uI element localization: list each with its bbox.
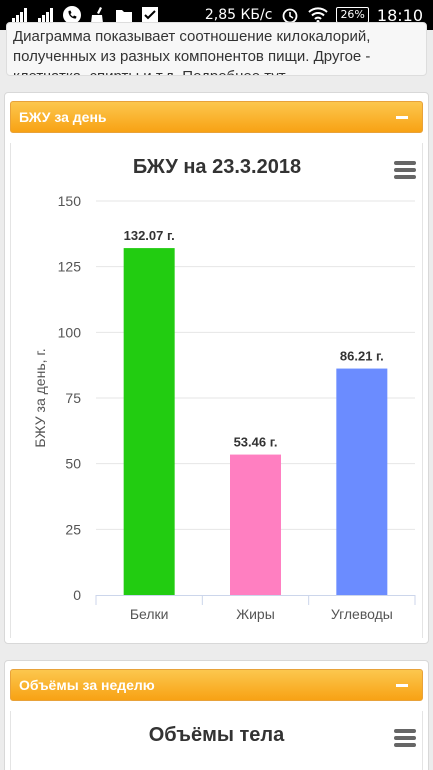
bju-panel-header[interactable]: БЖУ за день xyxy=(10,101,423,133)
checkbox-icon xyxy=(140,5,160,25)
y-tick-label: 25 xyxy=(65,521,81,537)
chart-menu-icon[interactable] xyxy=(394,729,416,747)
chart-menu-icon[interactable] xyxy=(394,161,416,179)
bju-chart: БЖУ на 23.3.2018 0 25 50 75 100 125 150 БЖУ за д… xyxy=(32,156,416,622)
x-tick-label: Углеводы xyxy=(331,606,393,622)
volumes-chart-container: Объёмы тела xyxy=(10,711,423,770)
x-tick-label: Жиры xyxy=(236,606,275,622)
volumes-panel-title: Объёмы за неделю xyxy=(19,677,155,693)
chart-title: БЖУ на 23.3.2018 xyxy=(133,156,301,178)
bar-2 xyxy=(230,454,281,595)
description-line[interactable]: клетчатка, спирты и т.д. Подробнее тут… xyxy=(13,67,420,75)
volumes-panel: Объёмы за неделю Объёмы тела xyxy=(4,660,429,770)
signal-icon xyxy=(10,5,30,25)
y-tick-label: 0 xyxy=(73,587,81,603)
bju-panel: БЖУ за день БЖУ на 23.3.2018 0 25 50 75 100 12… xyxy=(4,92,429,644)
x-tick-label: Белки xyxy=(130,606,169,622)
cleaner-icon xyxy=(88,5,108,25)
data-label: 132.07 г. xyxy=(124,228,175,243)
network-speed: 2,85 КБ/с xyxy=(204,7,273,23)
phone-icon xyxy=(62,5,82,25)
y-tick-label: 125 xyxy=(58,259,82,275)
description-card: Диаграмма показывает соотношение килокал… xyxy=(6,22,427,76)
signal-icon-2 xyxy=(36,5,56,25)
collapse-icon[interactable] xyxy=(396,684,408,687)
collapse-icon[interactable] xyxy=(396,116,408,119)
bju-chart-container: БЖУ на 23.3.2018 0 25 50 75 100 125 150 БЖУ за д… xyxy=(10,143,423,638)
data-label: 53.46 г. xyxy=(234,435,278,450)
y-tick-label: 75 xyxy=(65,390,81,406)
bju-panel-title: БЖУ за день xyxy=(19,109,107,125)
clock: 18:10 xyxy=(376,5,423,25)
folder-icon xyxy=(114,5,134,25)
volumes-chart-title: Объёмы тела xyxy=(148,724,285,746)
y-tick-label: 100 xyxy=(58,324,82,340)
y-axis-label: БЖУ за день, г. xyxy=(32,348,48,447)
battery-icon: 26% xyxy=(336,7,369,23)
data-label: 86.21 г. xyxy=(340,349,384,364)
description-line: Диаграмма показывает соотношение килокал… xyxy=(13,28,371,45)
description-line: полученных из разных компонентов пищи. Д… xyxy=(13,48,371,65)
bar-3 xyxy=(336,368,388,595)
volumes-panel-header[interactable]: Объёмы за неделю xyxy=(10,669,423,701)
y-tick-label: 150 xyxy=(58,193,82,209)
bar-1 xyxy=(123,248,175,595)
y-tick-label: 50 xyxy=(65,456,81,472)
